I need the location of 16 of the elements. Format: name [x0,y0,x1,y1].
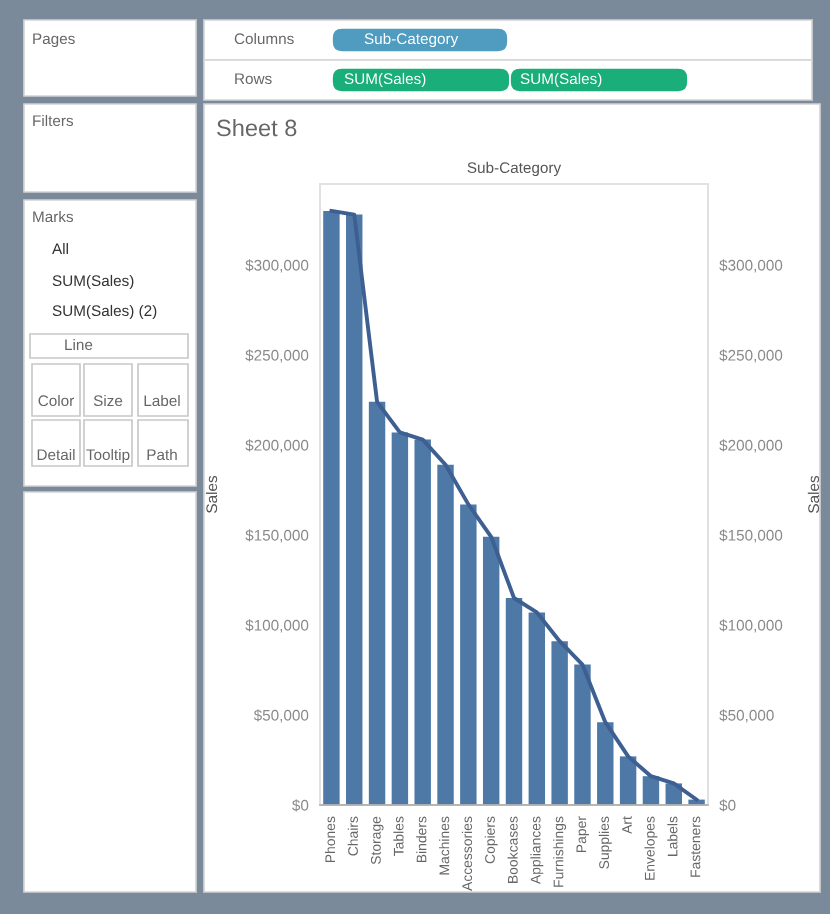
bar [574,664,591,805]
bar [619,756,637,805]
bar [346,214,363,805]
bar [505,598,523,805]
bar [323,211,340,805]
line-series [329,209,699,802]
bar [460,504,477,805]
bar [551,641,568,805]
bar [391,432,409,805]
bar [437,464,454,805]
bar [414,439,431,805]
bar [482,536,500,805]
bar [528,612,546,805]
chart-title: Sheet 8 [217,119,297,137]
bar [597,722,614,805]
bar [368,401,386,805]
